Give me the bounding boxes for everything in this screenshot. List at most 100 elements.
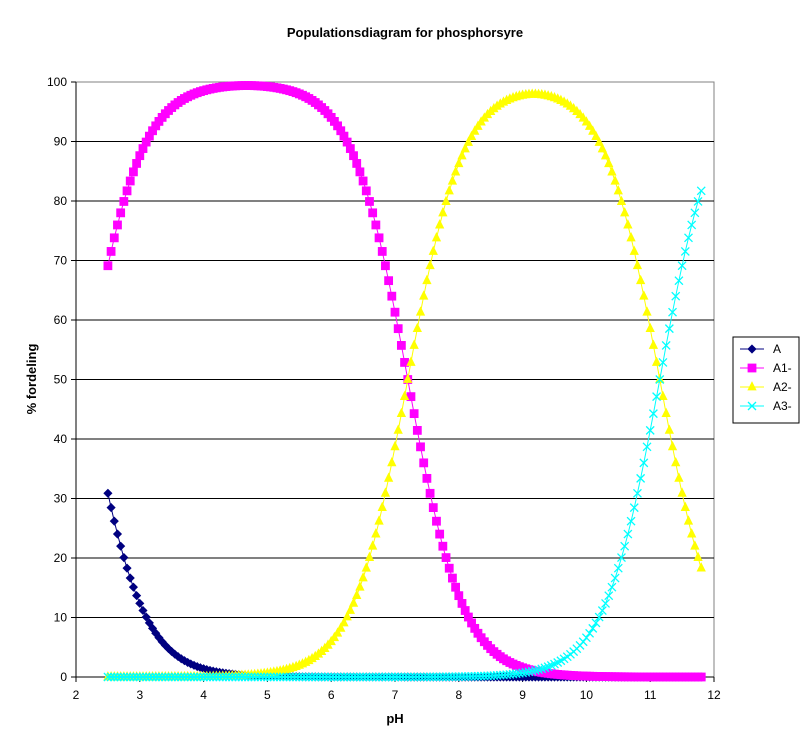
marker-stroke	[588, 623, 598, 633]
marker-stroke	[250, 672, 260, 682]
data-point	[684, 233, 693, 243]
data-point	[109, 233, 119, 243]
marker-stroke	[294, 672, 304, 682]
data-point	[365, 197, 374, 206]
data-point	[262, 672, 272, 682]
marker-stroke	[518, 668, 528, 678]
marker-stroke	[425, 672, 435, 682]
data-point	[348, 597, 359, 607]
data-point	[390, 307, 400, 317]
data-point	[441, 553, 451, 562]
data-point	[441, 672, 451, 682]
data-point	[122, 186, 132, 196]
marker-stroke	[365, 672, 374, 682]
marker-stroke	[326, 672, 336, 682]
data-point	[403, 373, 413, 383]
marker-stroke	[237, 672, 247, 682]
marker-stroke	[617, 553, 626, 563]
data-point	[384, 672, 394, 682]
marker-stroke	[211, 672, 221, 682]
marker-stroke	[412, 672, 422, 682]
data-point	[428, 503, 438, 513]
marker-stroke	[514, 668, 524, 678]
data-point	[307, 672, 317, 682]
data-point	[253, 672, 263, 682]
marker-stroke	[648, 409, 658, 419]
marker-stroke	[208, 672, 218, 682]
data-point	[215, 672, 225, 682]
marker-stroke	[479, 671, 489, 681]
data-point	[189, 672, 199, 682]
data-point	[132, 591, 142, 601]
marker-stroke	[696, 186, 706, 196]
data-point	[355, 167, 365, 177]
data-point	[358, 572, 368, 582]
data-point	[374, 233, 384, 243]
data-point	[109, 672, 119, 682]
data-point	[234, 672, 244, 682]
data-point	[441, 195, 451, 206]
marker-stroke	[310, 672, 320, 682]
data-point	[664, 324, 674, 334]
data-point	[457, 672, 467, 682]
data-point	[620, 541, 630, 551]
marker-stroke	[259, 672, 269, 682]
data-point	[128, 672, 138, 682]
data-point	[594, 136, 604, 146]
data-point	[696, 186, 706, 196]
data-point	[610, 175, 620, 185]
marker-stroke	[620, 541, 630, 551]
data-point	[326, 672, 336, 682]
marker-stroke	[489, 671, 499, 681]
marker-stroke	[502, 670, 512, 680]
data-point	[103, 488, 113, 498]
data-point	[371, 672, 381, 682]
marker-stroke	[173, 672, 183, 682]
data-point	[112, 529, 123, 539]
data-point	[451, 582, 461, 592]
data-point	[393, 672, 403, 682]
data-point	[636, 473, 646, 483]
marker-stroke	[291, 672, 301, 682]
data-point	[470, 125, 480, 135]
data-point	[409, 339, 419, 349]
marker-stroke	[671, 291, 681, 301]
data-point	[250, 672, 260, 682]
marker-stroke	[342, 672, 352, 682]
marker-stroke	[432, 672, 441, 682]
data-point	[671, 456, 681, 467]
marker-stroke	[167, 672, 177, 682]
marker-stroke	[116, 672, 126, 682]
data-point	[639, 458, 649, 468]
data-point	[425, 488, 435, 498]
data-point	[431, 232, 442, 242]
data-point	[129, 167, 138, 177]
data-point	[352, 589, 362, 600]
data-point	[269, 672, 279, 682]
marker-stroke	[610, 573, 620, 583]
data-point	[629, 503, 639, 513]
data-point	[690, 540, 700, 550]
data-point	[116, 541, 126, 551]
marker-stroke	[103, 672, 113, 682]
x-tick-label: 6	[328, 688, 335, 702]
data-point	[135, 672, 145, 682]
marker-stroke	[192, 672, 202, 682]
marker-stroke	[202, 672, 212, 682]
marker-stroke	[597, 606, 607, 615]
data-point	[406, 356, 416, 366]
data-point	[119, 552, 129, 563]
data-point	[655, 375, 665, 384]
data-point	[144, 618, 154, 628]
y-tick-label: 0	[60, 670, 67, 684]
data-point	[416, 672, 425, 682]
data-point	[534, 665, 544, 675]
data-point	[132, 672, 142, 682]
data-point	[661, 407, 671, 418]
marker-stroke	[304, 672, 314, 682]
data-point	[361, 672, 371, 682]
grid-lines	[76, 141, 714, 618]
marker-stroke	[246, 672, 256, 682]
data-point	[677, 487, 687, 497]
marker-stroke	[278, 672, 288, 682]
